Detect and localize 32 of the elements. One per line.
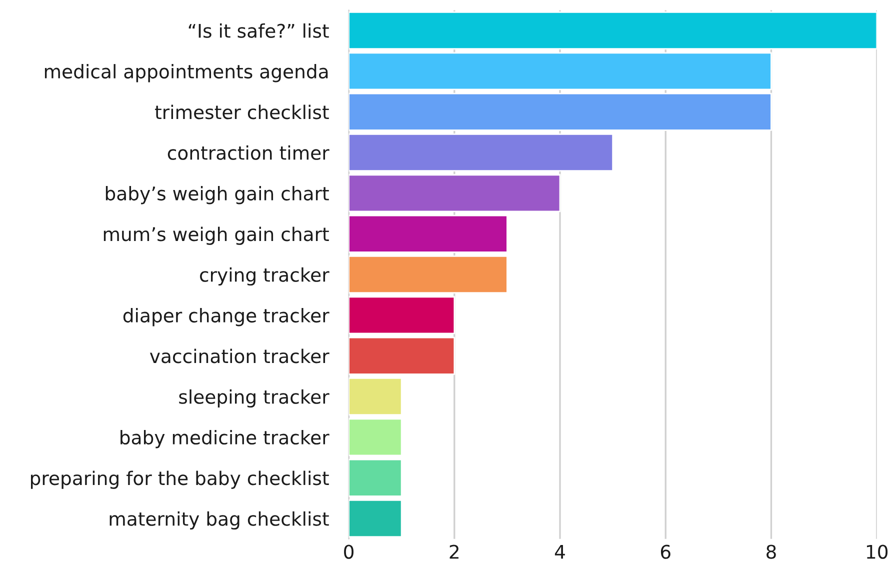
bar bbox=[348, 214, 508, 253]
y-tick-label: diaper change tracker bbox=[123, 308, 330, 326]
bar bbox=[348, 458, 402, 497]
y-tick-label: trimester checklist bbox=[155, 104, 329, 120]
x-tick-label: 8 bbox=[766, 544, 776, 559]
bar bbox=[348, 378, 402, 416]
x-tick-label: 10 bbox=[866, 544, 888, 559]
bar bbox=[348, 12, 877, 50]
bar bbox=[348, 52, 772, 90]
bar bbox=[348, 256, 508, 294]
bar bbox=[348, 174, 561, 212]
y-tick-label: baby medicine tracker bbox=[120, 430, 330, 448]
y-tick-label: sleeping tracker bbox=[179, 389, 330, 408]
bar bbox=[348, 336, 456, 375]
bar bbox=[348, 296, 456, 334]
y-tick-label: “Is it safe?” list bbox=[188, 23, 329, 38]
y-tick-label: crying tracker bbox=[200, 267, 330, 286]
bar bbox=[348, 500, 402, 538]
y-tick-label: medical appointments agenda bbox=[44, 64, 328, 82]
y-tick-label: contraction timer bbox=[168, 145, 330, 160]
x-tick-label: 2 bbox=[450, 544, 458, 559]
y-tick-label: baby’s weigh gain chart bbox=[106, 186, 329, 204]
bar bbox=[348, 418, 402, 456]
y-tick-label: preparing for the baby checklist bbox=[30, 470, 329, 489]
y-tick-label: vaccination tracker bbox=[150, 348, 330, 364]
y-tick-label: mum’s weigh gain chart bbox=[104, 226, 329, 245]
x-tick-label: 6 bbox=[660, 544, 670, 559]
bar bbox=[348, 134, 614, 172]
x-tick-label: 4 bbox=[554, 544, 565, 559]
y-tick-label: maternity bag checklist bbox=[110, 511, 329, 530]
x-tick-label: 0 bbox=[344, 544, 354, 559]
bar bbox=[348, 92, 772, 131]
